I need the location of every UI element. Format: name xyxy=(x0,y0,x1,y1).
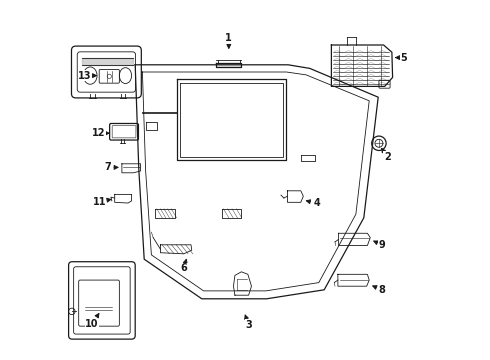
Text: 7: 7 xyxy=(104,162,118,172)
Polygon shape xyxy=(82,58,133,65)
Text: 12: 12 xyxy=(92,128,109,138)
Text: 6: 6 xyxy=(180,259,187,273)
Text: 10: 10 xyxy=(85,314,99,329)
Text: 9: 9 xyxy=(374,240,385,250)
Text: 5: 5 xyxy=(396,53,407,63)
Text: 2: 2 xyxy=(382,148,391,162)
Text: 8: 8 xyxy=(373,285,385,295)
Text: 3: 3 xyxy=(245,315,252,330)
Text: 11: 11 xyxy=(93,197,111,207)
Polygon shape xyxy=(216,63,242,67)
Text: 1: 1 xyxy=(225,33,232,48)
Text: 4: 4 xyxy=(306,198,320,208)
Text: 13: 13 xyxy=(78,71,97,81)
